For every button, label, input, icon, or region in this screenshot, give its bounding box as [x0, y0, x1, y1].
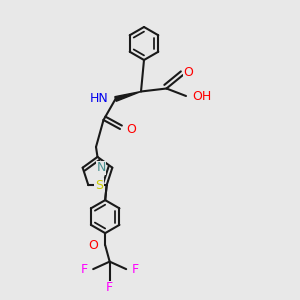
Text: OH: OH: [193, 89, 212, 103]
Text: O: O: [89, 238, 99, 252]
Text: S: S: [95, 178, 103, 192]
Text: N: N: [96, 161, 106, 174]
Text: F: F: [106, 281, 113, 294]
Polygon shape: [115, 92, 141, 101]
Text: F: F: [81, 262, 88, 276]
Text: O: O: [127, 122, 136, 136]
Text: O: O: [184, 66, 193, 79]
Text: HN: HN: [90, 92, 109, 105]
Text: F: F: [132, 262, 139, 276]
